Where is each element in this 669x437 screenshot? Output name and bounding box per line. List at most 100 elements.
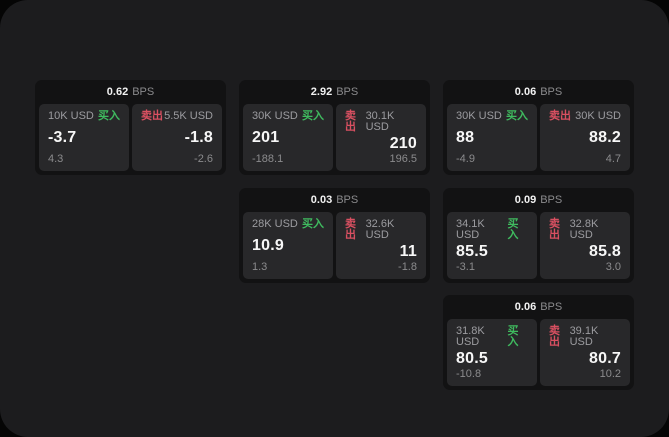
buy-panel-top: 30K USD 买入 [456, 111, 528, 122]
buy-panel-top: 10K USD 买入 [48, 111, 120, 122]
buy-change: -10.8 [456, 368, 482, 380]
sell-price: 210 [389, 134, 417, 152]
buy-change: -188.1 [252, 153, 284, 165]
sell-panel[interactable]: 卖出 30.1K USD 210 196.5 [336, 104, 426, 171]
sell-panel[interactable]: 卖出 32.6K USD 11 -1.8 [336, 212, 426, 279]
buy-amount: 28K USD [252, 218, 298, 230]
quote-card: 0.06 BPS 30K USD 买入 88 -4.9 卖出 30K USD 8… [443, 80, 634, 175]
buy-amount: 10K USD [48, 110, 94, 122]
sell-price: 80.7 [589, 349, 621, 367]
buy-price: 201 [252, 129, 280, 147]
buy-price: 10.9 [252, 237, 284, 255]
buy-panel[interactable]: 28K USD 买入 10.9 1.3 [243, 212, 333, 279]
card-body: 31.8K USD 买入 80.5 -10.8 卖出 39.1K USD 80.… [443, 319, 634, 390]
bps-unit-label: BPS [540, 301, 563, 313]
buy-change: -4.9 [456, 153, 475, 165]
sell-panel[interactable]: 卖出 30K USD 88.2 4.7 [540, 104, 630, 171]
buy-amount: 34.1K USD [456, 218, 485, 241]
card-body: 10K USD 买入 -3.7 4.3 卖出 5.5K USD -1.8 -2.… [35, 104, 226, 175]
buy-change: 4.3 [48, 153, 64, 165]
buy-label: 买入 [302, 110, 324, 122]
sell-panel-top: 卖出 30.1K USD [345, 111, 417, 133]
bps-unit-label: BPS [336, 86, 359, 98]
sell-change: -2.6 [194, 153, 213, 165]
sell-panel-top: 卖出 32.6K USD [345, 219, 417, 241]
buy-label: 买入 [506, 110, 528, 122]
sell-change: 4.7 [605, 153, 621, 165]
card-header: 2.92 BPS [239, 80, 430, 104]
buy-label: 买入 [98, 110, 120, 122]
buy-price: 80.5 [456, 349, 488, 367]
sell-panel[interactable]: 卖出 39.1K USD 80.7 10.2 [540, 319, 630, 386]
bps-value: 0.62 [106, 86, 129, 98]
card-body: 30K USD 买入 201 -188.1 卖出 30.1K USD 210 1… [239, 104, 430, 175]
quote-card: 0.62 BPS 10K USD 买入 -3.7 4.3 卖出 5.5K USD… [35, 80, 226, 175]
quote-card: 2.92 BPS 30K USD 买入 201 -188.1 卖出 30.1K … [239, 80, 430, 175]
buy-panel[interactable]: 34.1K USD 买入 85.5 -3.1 [447, 212, 537, 279]
buy-panel[interactable]: 31.8K USD 买入 80.5 -10.8 [447, 319, 537, 386]
buy-panel-top: 30K USD 买入 [252, 111, 324, 122]
card-body: 34.1K USD 买入 85.5 -3.1 卖出 32.8K USD 85.8… [443, 212, 634, 283]
buy-change: -3.1 [456, 261, 475, 273]
buy-panel-top: 31.8K USD 买入 [456, 326, 528, 348]
buy-label: 买入 [507, 325, 519, 348]
card-header: 0.03 BPS [239, 188, 430, 212]
buy-label: 买入 [507, 218, 519, 241]
sell-panel-top: 卖出 30K USD [549, 111, 621, 122]
buy-panel[interactable]: 10K USD 买入 -3.7 4.3 [39, 104, 129, 171]
bps-value: 0.06 [514, 301, 537, 313]
card-header: 0.09 BPS [443, 188, 634, 212]
sell-change: 10.2 [599, 368, 621, 380]
sell-label: 卖出 [549, 110, 571, 122]
buy-panel[interactable]: 30K USD 买入 201 -188.1 [243, 104, 333, 171]
sell-panel[interactable]: 卖出 32.8K USD 85.8 3.0 [540, 212, 630, 279]
quote-card: 0.03 BPS 28K USD 买入 10.9 1.3 卖出 32.6K US… [239, 188, 430, 283]
sell-label: 卖出 [345, 218, 356, 241]
bps-value: 0.06 [514, 86, 537, 98]
card-header: 0.62 BPS [35, 80, 226, 104]
buy-price: 85.5 [456, 242, 488, 260]
bps-unit-label: BPS [132, 86, 155, 98]
card-body: 30K USD 买入 88 -4.9 卖出 30K USD 88.2 4.7 [443, 104, 634, 175]
sell-price: 88.2 [589, 129, 621, 147]
sell-amount: 39.1K USD [569, 325, 599, 348]
buy-change: 1.3 [252, 261, 268, 273]
bps-unit-label: BPS [540, 194, 563, 206]
buy-price: -3.7 [48, 129, 77, 147]
sell-change: 196.5 [389, 153, 417, 165]
bps-unit-label: BPS [336, 194, 359, 206]
buy-panel-top: 28K USD 买入 [252, 219, 324, 230]
sell-price: 85.8 [589, 242, 621, 260]
sell-label: 卖出 [549, 325, 560, 348]
sell-amount: 5.5K USD [164, 110, 213, 122]
sell-label: 卖出 [141, 110, 163, 122]
sell-price: 11 [399, 242, 417, 260]
sell-amount: 30.1K USD [365, 110, 395, 133]
buy-price: 88 [456, 129, 475, 147]
card-header: 0.06 BPS [443, 295, 634, 319]
quote-card: 0.06 BPS 31.8K USD 买入 80.5 -10.8 卖出 39.1… [443, 295, 634, 390]
sell-panel[interactable]: 卖出 5.5K USD -1.8 -2.6 [132, 104, 222, 171]
sell-amount: 32.6K USD [365, 218, 395, 241]
bps-value: 0.03 [310, 194, 333, 206]
sell-amount: 30K USD [575, 110, 621, 122]
bps-value: 0.09 [514, 194, 537, 206]
buy-amount: 30K USD [252, 110, 298, 122]
sell-label: 卖出 [345, 110, 356, 133]
sell-panel-top: 卖出 39.1K USD [549, 326, 621, 348]
sell-change: -1.8 [398, 261, 417, 273]
sell-amount: 32.8K USD [569, 218, 599, 241]
sell-panel-top: 卖出 32.8K USD [549, 219, 621, 241]
card-header: 0.06 BPS [443, 80, 634, 104]
buy-panel[interactable]: 30K USD 买入 88 -4.9 [447, 104, 537, 171]
buy-panel-top: 34.1K USD 买入 [456, 219, 528, 241]
buy-label: 买入 [302, 218, 324, 230]
buy-amount: 30K USD [456, 110, 502, 122]
bps-unit-label: BPS [540, 86, 563, 98]
card-body: 28K USD 买入 10.9 1.3 卖出 32.6K USD 11 -1.8 [239, 212, 430, 283]
sell-label: 卖出 [549, 218, 560, 241]
bps-value: 2.92 [310, 86, 333, 98]
buy-amount: 31.8K USD [456, 325, 485, 348]
sell-price: -1.8 [184, 129, 213, 147]
